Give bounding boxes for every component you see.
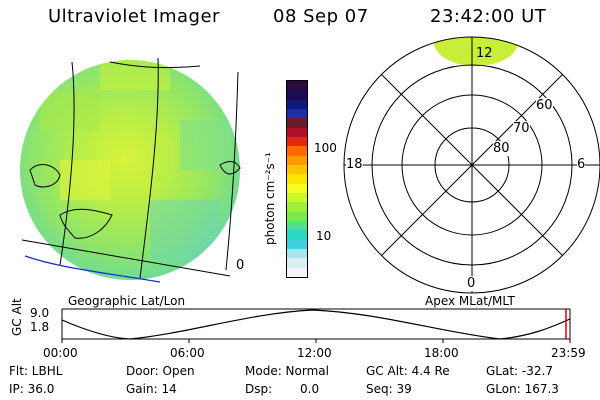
mode-info: Mode: Normal <box>245 364 329 378</box>
altitude-ytick-9: 9.0 <box>30 306 50 320</box>
colorbar-segment <box>287 239 307 250</box>
colorbar-segment <box>287 174 307 185</box>
ip-info: IP: 36.0 <box>9 382 55 396</box>
colorbar-segment <box>287 81 307 91</box>
colorbar-tick-10: 10 <box>316 229 332 243</box>
colorbar-segment <box>287 193 307 203</box>
altitude-ylabel: GC Alt <box>10 298 24 336</box>
dsp-label: Dsp: <box>245 382 273 396</box>
polar-grid <box>343 36 600 294</box>
filter-info: Flt: LBHL <box>9 364 63 378</box>
colorbar-segment <box>287 90 307 101</box>
colorbar-segment <box>287 249 307 259</box>
colorbar-segment <box>287 109 307 119</box>
colorbar-segment <box>287 165 307 175</box>
apex-panel-label: Apex MLat/MLT <box>425 294 515 308</box>
mlt-0-label: 0 <box>467 276 476 291</box>
colorbar-segment <box>287 155 307 166</box>
colorbar-segment <box>287 230 307 241</box>
auroral-patch <box>434 37 518 66</box>
instrument-title: Ultraviolet Imager <box>48 6 220 27</box>
colorbar-segment <box>287 258 307 269</box>
altitude-ytick-1-8: 1.8 <box>30 320 50 334</box>
gc-alt-info: GC Alt: 4.4 Re <box>366 364 450 378</box>
colorbar-segment <box>287 202 307 213</box>
mlt-18-label: 18 <box>346 157 363 172</box>
colorbar-segment <box>287 118 307 129</box>
altitude-xtick-2359: 23:59 <box>551 346 586 360</box>
colorbar-segment <box>287 183 307 194</box>
altitude-xtick-1800: 18:00 <box>424 346 459 360</box>
colorbar-segment <box>287 146 307 157</box>
mlat-60-label: 60 <box>536 98 553 113</box>
glat-info: GLat: -32.7 <box>486 364 553 378</box>
mlt-6-label: 6 <box>577 157 586 172</box>
altitude-xtick-0000: 00:00 <box>43 346 78 360</box>
altitude-xtick-1200: 12:00 <box>297 346 332 360</box>
seq-info: Seq: 39 <box>366 382 412 396</box>
gain-info: Gain: 14 <box>126 382 177 396</box>
colorbar-segment <box>287 137 307 147</box>
geo-grid-lines <box>21 57 241 279</box>
geo-edge-label: 0 <box>236 258 245 273</box>
intensity-colorbar <box>286 80 308 278</box>
coast-line-blue <box>24 255 161 283</box>
glon-info: GLon: 167.3 <box>486 382 559 396</box>
date-label: 08 Sep 07 <box>273 6 369 27</box>
colorbar-segment <box>287 99 307 110</box>
altitude-xtick-0600: 06:00 <box>170 346 205 360</box>
colorbar-segment <box>287 267 307 278</box>
time-label: 23:42:00 UT <box>430 6 547 27</box>
altitude-curve <box>61 309 571 340</box>
geo-panel-label: Geographic Lat/Lon <box>68 294 186 308</box>
dsp-value: 0.0 <box>300 382 320 396</box>
altitude-x-ticks <box>61 339 571 343</box>
mlat-70-label: 70 <box>513 121 530 136</box>
altitude-plot-frame <box>61 308 571 340</box>
colorbar-segment <box>287 211 307 222</box>
colorbar-tick-100: 100 <box>314 141 337 155</box>
mlat-80-label: 80 <box>493 141 510 156</box>
colorbar-segment <box>287 127 307 138</box>
door-info: Door: Open <box>126 364 195 378</box>
mlt-12-label: 12 <box>476 46 493 61</box>
colorbar-segment <box>287 221 307 231</box>
